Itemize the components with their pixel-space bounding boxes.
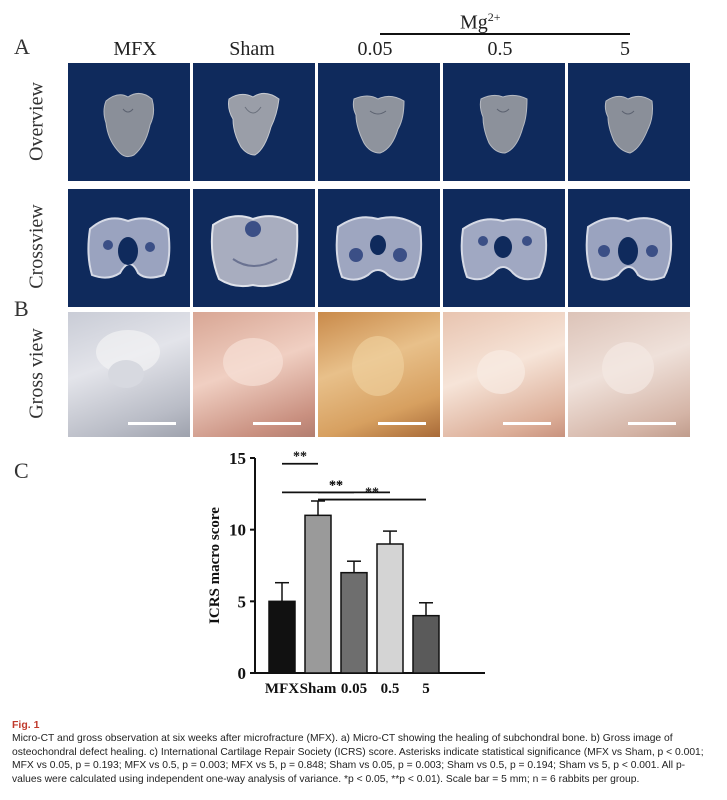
- x-tick-label: 5: [422, 681, 430, 697]
- ct-overview-0-05: [318, 63, 440, 181]
- gross-photo-5: [568, 312, 690, 437]
- x-tick-label: MFX: [265, 681, 299, 697]
- significance-label: **: [329, 478, 343, 493]
- x-tick-label: Sham: [300, 681, 337, 697]
- ct-crossview-0-5: [443, 189, 565, 307]
- ct-crossview-sham: [193, 189, 315, 307]
- ct-overview-0-5: [443, 63, 565, 181]
- gross-photo-sham: [193, 312, 315, 437]
- ct-overview-sham: [193, 63, 315, 181]
- row-label-overview: Overview: [25, 82, 48, 161]
- panel-a-label: A: [14, 34, 30, 59]
- y-tick-label: 10: [229, 521, 246, 540]
- scale-bar: [628, 422, 676, 425]
- bar-Sham: [304, 514, 332, 674]
- gross-photo-0-05: [318, 312, 440, 437]
- column-label-mfx: MFX: [113, 38, 157, 60]
- bar-MFX: [268, 600, 296, 674]
- y-tick-label: 15: [229, 450, 246, 468]
- bar-5: [412, 614, 440, 674]
- bar-0-5: [376, 543, 404, 674]
- scale-bar: [253, 422, 301, 425]
- ct-overview-5: [568, 63, 690, 181]
- panel-b-label: B: [14, 296, 29, 321]
- mg-label: Mg2+: [460, 10, 501, 34]
- scale-bar: [503, 422, 551, 425]
- column-label-0-05: 0.05: [357, 38, 393, 60]
- y-tick-label: 0: [238, 664, 247, 683]
- column-label-5: 5: [620, 38, 630, 60]
- column-label-sham: Sham: [229, 38, 275, 60]
- ct-overview-mfx: [68, 63, 190, 181]
- x-tick-label: 0.5: [381, 681, 400, 697]
- significance-label: **: [365, 486, 379, 501]
- row-label-crossview: Crossview: [25, 204, 48, 289]
- significance-label: **: [293, 450, 307, 465]
- gross-photo-0-5: [443, 312, 565, 437]
- bar-0-05: [340, 571, 368, 674]
- scale-bar: [128, 422, 176, 425]
- significance-label: **: [329, 478, 343, 493]
- y-axis-label: ICRS macro score: [207, 507, 223, 624]
- column-label-0-5: 0.5: [487, 38, 513, 60]
- figure-label: Fig. 1: [12, 719, 40, 731]
- panel-c-label: C: [14, 458, 29, 483]
- gross-photo-mfx: [68, 312, 190, 437]
- scale-bar: [378, 422, 426, 425]
- y-tick-label: 5: [238, 592, 247, 611]
- ct-crossview-mfx: [68, 189, 190, 307]
- ct-crossview-5: [568, 189, 690, 307]
- row-label-gross-view: Gross view: [25, 328, 48, 419]
- mg-group-line: [380, 33, 630, 35]
- x-tick-label: 0.05: [341, 681, 367, 697]
- icrs-bar-chart: 0 5 10 15 ICRS macro score MFX Sham 0.05 0.5 5 ** *…: [207, 450, 485, 697]
- figure-caption: Micro-CT and gross observation at six we…: [12, 733, 704, 785]
- ct-crossview-0-05: [318, 189, 440, 307]
